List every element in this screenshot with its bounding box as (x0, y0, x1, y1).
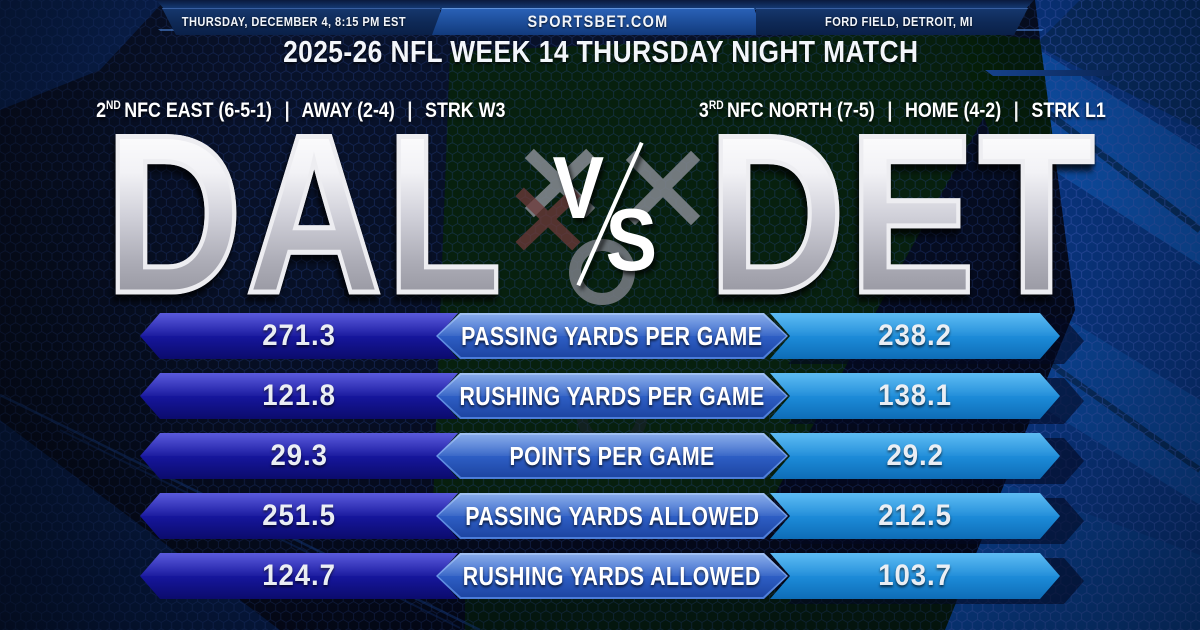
venue-tab: FORD FIELD, DETROIT, MI (756, 8, 1042, 35)
away-venue-record: AWAY (2-4) (301, 99, 395, 122)
venue-label: FORD FIELD, DETROIT, MI (825, 14, 973, 29)
away-streak: STRK W3 (425, 99, 506, 122)
home-stat-value: 212.5 (878, 499, 952, 532)
kickoff-datetime: THURSDAY, DECEMBER 4, 8:15 PM EST (181, 14, 407, 29)
home-division-record: NFC NORTH (7-5) (726, 99, 875, 122)
home-stat-band: 212.5 (770, 493, 1060, 539)
home-team-name: DET (706, 87, 1098, 340)
site-tab: SPORTSBET.COM (432, 8, 764, 35)
away-team-info: 2ND NFC EAST (6-5-1) | AWAY (2-4) | STRK … (60, 98, 540, 123)
separator: | (407, 99, 413, 122)
stat-label: RUSHING YARDS PER GAME (459, 380, 765, 411)
away-stat-value: 124.7 (262, 559, 336, 592)
stat-label-band: PASSING YARDS ALLOWED (436, 493, 788, 539)
away-stat-value: 271.3 (262, 319, 336, 352)
home-venue-record: HOME (4-2) (904, 99, 1001, 122)
stat-label-band: PASSING YARDS PER GAME (436, 313, 788, 359)
stat-label-band: RUSHING YARDS ALLOWED (436, 553, 788, 599)
home-stat-value: 29.2 (886, 439, 944, 472)
home-stat-value: 103.7 (878, 559, 952, 592)
play-x-red-icon (515, 187, 581, 251)
separator: | (1013, 99, 1019, 122)
vs-letter-v: V (552, 138, 605, 237)
stat-label: POINTS PER GAME (509, 440, 715, 471)
home-stat-band: 238.2 (770, 313, 1060, 359)
home-stat-band: 138.1 (770, 373, 1060, 419)
stat-label-band: POINTS PER GAME (436, 433, 788, 479)
away-team-name-box: DAL (52, 87, 558, 340)
title-band-tail (985, 70, 1117, 76)
stat-row: 251.5 PASSING YARDS ALLOWED 212.5 (140, 493, 1060, 539)
stat-label-band: RUSHING YARDS PER GAME (436, 373, 788, 419)
stat-label-band-inner: POINTS PER GAME (438, 435, 786, 477)
stat-row: 121.8 RUSHING YARDS PER GAME 138.1 (140, 373, 1060, 419)
home-streak: STRK L1 (1031, 99, 1106, 122)
page-title: 2025-26 NFL WEEK 14 THURSDAY NIGHT MATCH (283, 34, 919, 69)
stat-label: RUSHING YARDS ALLOWED (462, 560, 762, 591)
stat-row: 271.3 PASSING YARDS PER GAME 238.2 (140, 313, 1060, 359)
away-stat-band: 251.5 (140, 493, 458, 539)
home-stat-band: 29.2 (770, 433, 1060, 479)
home-stat-band: 103.7 (770, 553, 1060, 599)
away-team-name: DAL (103, 87, 506, 340)
away-stat-value: 121.8 (262, 379, 336, 412)
stat-label-band-inner: RUSHING YARDS ALLOWED (438, 555, 786, 597)
away-rank-suffix: ND (106, 98, 121, 112)
home-rank: 3 (698, 99, 709, 122)
stat-label-band-inner: PASSING YARDS PER GAME (438, 315, 786, 357)
away-division-record: NFC EAST (6-5-1) (124, 99, 272, 122)
home-stat-value: 138.1 (878, 379, 952, 412)
top-bar-strip (156, 0, 1034, 10)
stat-label-band-inner: RUSHING YARDS PER GAME (438, 375, 786, 417)
stat-row: 124.7 RUSHING YARDS ALLOWED 103.7 (140, 553, 1060, 599)
vs-mark: V S (545, 141, 677, 292)
separator: | (284, 99, 290, 122)
stat-row: 29.3 POINTS PER GAME 29.2 (140, 433, 1060, 479)
home-stat-value: 238.2 (878, 319, 952, 352)
home-rank-suffix: RD (708, 98, 724, 112)
play-o-icon (569, 239, 635, 305)
site-label: SPORTSBET.COM (527, 11, 669, 31)
vs-letter-s: S (605, 190, 658, 289)
play-x-icon (524, 148, 596, 218)
away-stat-band: 124.7 (140, 553, 458, 599)
top-bar: THURSDAY, DECEMBER 4, 8:15 PM EST SPORTS… (148, 0, 1042, 36)
away-stat-value: 251.5 (262, 499, 336, 532)
kickoff-tab: THURSDAY, DECEMBER 4, 8:15 PM EST (162, 8, 440, 35)
play-diagram (515, 148, 701, 451)
away-stat-band: 271.3 (140, 313, 458, 359)
stat-label: PASSING YARDS PER GAME (461, 320, 763, 351)
away-stat-band: 121.8 (140, 373, 458, 419)
home-team-name-box: DET (650, 87, 1156, 340)
away-stat-band: 29.3 (140, 433, 458, 479)
stat-label: PASSING YARDS ALLOWED (464, 500, 760, 531)
home-team-info: 3RD NFC NORTH (7-5) | HOME (4-2) | STRK L… (662, 98, 1142, 123)
play-x-icon (625, 150, 701, 226)
away-rank: 2 (96, 99, 107, 122)
away-stat-value: 29.3 (270, 439, 328, 472)
stats-comparison: 271.3 PASSING YARDS PER GAME 238.2 121.8… (140, 313, 1060, 603)
stat-label-band-inner: PASSING YARDS ALLOWED (438, 495, 786, 537)
separator: | (886, 99, 892, 122)
